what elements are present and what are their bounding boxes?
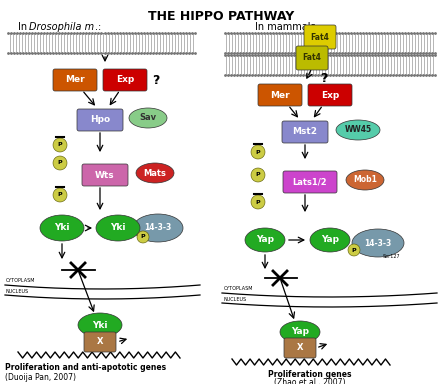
Text: Yki: Yki bbox=[110, 223, 126, 232]
FancyBboxPatch shape bbox=[103, 69, 147, 91]
FancyBboxPatch shape bbox=[82, 164, 128, 186]
Ellipse shape bbox=[136, 163, 174, 183]
Circle shape bbox=[251, 145, 265, 159]
Text: Lats1/2: Lats1/2 bbox=[293, 177, 327, 187]
Circle shape bbox=[348, 244, 360, 256]
Text: Yki: Yki bbox=[54, 223, 70, 232]
Circle shape bbox=[251, 195, 265, 209]
Text: CYTOPLASM: CYTOPLASM bbox=[224, 286, 253, 291]
Text: X: X bbox=[97, 338, 103, 346]
Text: Mer: Mer bbox=[65, 76, 85, 84]
FancyBboxPatch shape bbox=[84, 332, 116, 352]
Text: Yap: Yap bbox=[256, 235, 274, 245]
Circle shape bbox=[137, 231, 149, 243]
Ellipse shape bbox=[245, 228, 285, 252]
Ellipse shape bbox=[133, 214, 183, 242]
Text: .:: .: bbox=[95, 22, 101, 32]
Text: X: X bbox=[297, 344, 303, 353]
FancyBboxPatch shape bbox=[283, 171, 337, 193]
Text: ?: ? bbox=[320, 71, 327, 84]
Text: Exp: Exp bbox=[321, 91, 339, 99]
Circle shape bbox=[53, 138, 67, 152]
Circle shape bbox=[251, 168, 265, 182]
Ellipse shape bbox=[310, 228, 350, 252]
Text: CYTOPLASM: CYTOPLASM bbox=[6, 278, 35, 283]
Text: WW45: WW45 bbox=[345, 126, 372, 134]
Text: P: P bbox=[352, 248, 356, 253]
Text: P: P bbox=[58, 192, 62, 197]
Ellipse shape bbox=[78, 313, 122, 337]
Text: NUCLEUS: NUCLEUS bbox=[224, 297, 247, 302]
Text: Yap: Yap bbox=[321, 235, 339, 245]
Text: ?: ? bbox=[152, 73, 159, 86]
Text: 14-3-3: 14-3-3 bbox=[365, 238, 392, 248]
Text: Fat4: Fat4 bbox=[303, 53, 322, 63]
Text: NUCLEUS: NUCLEUS bbox=[6, 289, 29, 294]
Text: Sav: Sav bbox=[140, 114, 156, 122]
Ellipse shape bbox=[336, 120, 380, 140]
Text: Hpo: Hpo bbox=[90, 116, 110, 124]
Ellipse shape bbox=[352, 229, 404, 257]
Text: Yap: Yap bbox=[291, 328, 309, 336]
Text: 14-3-3: 14-3-3 bbox=[144, 223, 171, 232]
FancyBboxPatch shape bbox=[296, 46, 328, 70]
Text: (Zhao et al., 2007): (Zhao et al., 2007) bbox=[274, 378, 346, 384]
Text: (Duoija Pan, 2007): (Duoija Pan, 2007) bbox=[5, 373, 76, 382]
Text: Ser127: Ser127 bbox=[383, 254, 400, 259]
Text: THE HIPPO PATHWAY: THE HIPPO PATHWAY bbox=[148, 10, 294, 23]
Text: Wts: Wts bbox=[95, 170, 115, 179]
Ellipse shape bbox=[40, 215, 84, 241]
Ellipse shape bbox=[129, 108, 167, 128]
FancyBboxPatch shape bbox=[282, 121, 328, 143]
Text: Mer: Mer bbox=[270, 91, 290, 99]
Text: P: P bbox=[58, 161, 62, 166]
FancyBboxPatch shape bbox=[308, 84, 352, 106]
Text: Mst2: Mst2 bbox=[292, 127, 318, 136]
Circle shape bbox=[53, 156, 67, 170]
Text: P: P bbox=[141, 235, 145, 240]
Text: P: P bbox=[256, 200, 260, 205]
FancyBboxPatch shape bbox=[53, 69, 97, 91]
Text: P: P bbox=[256, 149, 260, 154]
Text: Proliferation genes: Proliferation genes bbox=[268, 370, 352, 379]
Text: Exp: Exp bbox=[116, 76, 134, 84]
Text: Mob1: Mob1 bbox=[353, 175, 377, 184]
Text: Drosophila m: Drosophila m bbox=[29, 22, 94, 32]
FancyBboxPatch shape bbox=[77, 109, 123, 131]
Text: Proliferation and anti-apototic genes: Proliferation and anti-apototic genes bbox=[5, 363, 166, 372]
Text: Yki: Yki bbox=[92, 321, 108, 329]
Ellipse shape bbox=[96, 215, 140, 241]
Text: Fat4: Fat4 bbox=[311, 33, 330, 41]
Text: In: In bbox=[18, 22, 30, 32]
Text: P: P bbox=[256, 172, 260, 177]
Text: Mats: Mats bbox=[144, 169, 167, 177]
Ellipse shape bbox=[346, 170, 384, 190]
FancyBboxPatch shape bbox=[304, 25, 336, 49]
Text: In mammals:: In mammals: bbox=[255, 22, 319, 32]
FancyBboxPatch shape bbox=[284, 338, 316, 358]
Ellipse shape bbox=[280, 321, 320, 343]
FancyBboxPatch shape bbox=[258, 84, 302, 106]
Circle shape bbox=[53, 188, 67, 202]
Text: P: P bbox=[58, 142, 62, 147]
